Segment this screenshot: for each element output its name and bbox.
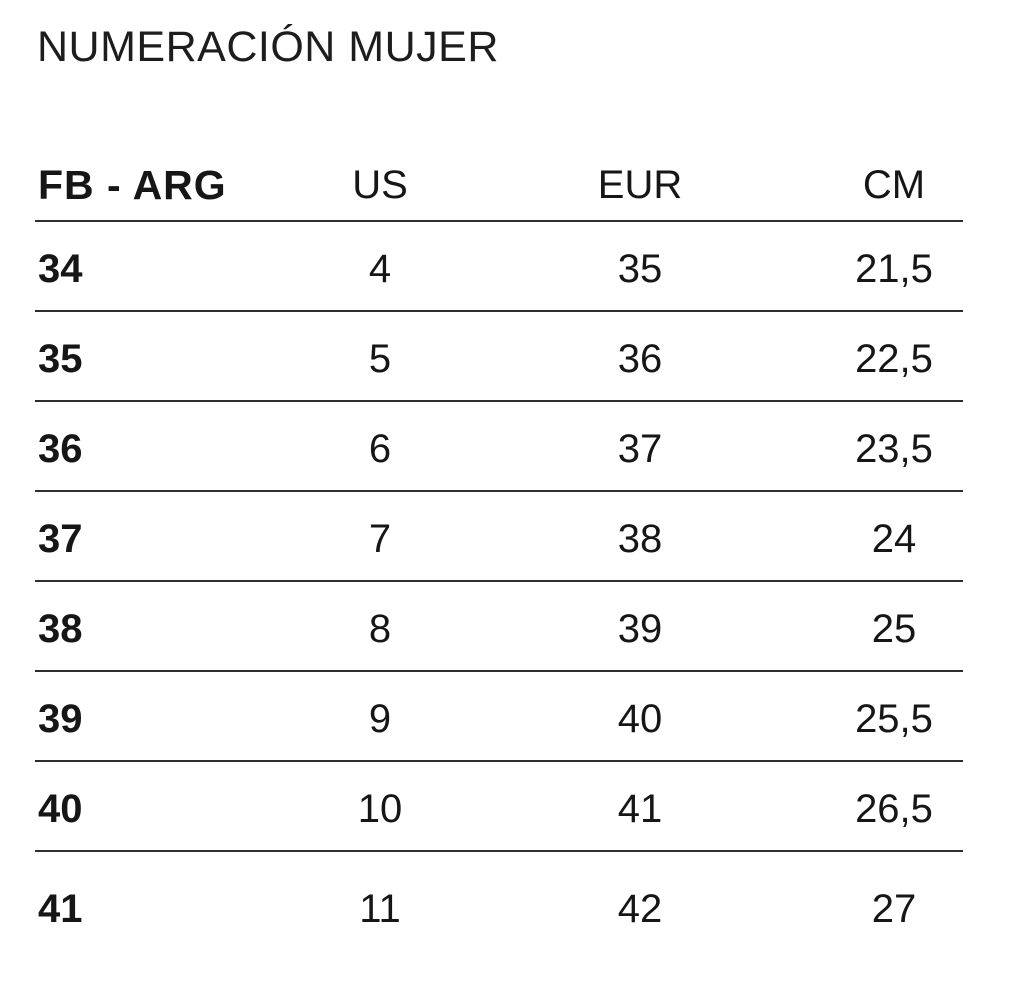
table-row: 35 5 36 22,5 bbox=[35, 312, 963, 402]
cell-us: 4 bbox=[368, 247, 392, 291]
table-row: 34 4 35 21,5 bbox=[35, 222, 963, 312]
page-title: NUMERACIÓN MUJER bbox=[37, 23, 499, 71]
cell-cm: 23,5 bbox=[855, 427, 933, 471]
cell-us: 10 bbox=[357, 787, 403, 831]
cell-us: 9 bbox=[368, 697, 392, 741]
header-us: US bbox=[352, 163, 408, 207]
table-row: 39 9 40 25,5 bbox=[35, 672, 963, 762]
cell-cm: 26,5 bbox=[855, 787, 933, 831]
cell-fb-arg: 34 bbox=[38, 247, 83, 291]
cell-us: 7 bbox=[368, 517, 392, 561]
cell-us: 8 bbox=[368, 607, 392, 651]
table-row: 40 10 41 26,5 bbox=[35, 762, 963, 852]
cell-fb-arg: 40 bbox=[38, 787, 83, 831]
cell-fb-arg: 39 bbox=[38, 697, 83, 741]
table-row: 41 11 42 27 bbox=[35, 852, 963, 952]
header-fb-arg: FB - ARG bbox=[38, 161, 227, 208]
table-row: 37 7 38 24 bbox=[35, 492, 963, 582]
cell-fb-arg: 37 bbox=[38, 517, 83, 561]
header-cm: CM bbox=[862, 163, 926, 207]
cell-cm: 25,5 bbox=[855, 697, 933, 741]
table-header-row: FB - ARG US EUR CM bbox=[35, 150, 963, 222]
cell-eur: 35 bbox=[617, 247, 663, 291]
cell-cm: 21,5 bbox=[855, 247, 933, 291]
cell-us: 11 bbox=[359, 887, 401, 931]
header-eur: EUR bbox=[597, 163, 683, 207]
cell-eur: 38 bbox=[617, 517, 663, 561]
cell-eur: 40 bbox=[617, 697, 663, 741]
cell-cm: 27 bbox=[871, 887, 917, 931]
cell-us: 6 bbox=[368, 427, 392, 471]
cell-fb-arg: 38 bbox=[38, 607, 83, 651]
cell-fb-arg: 41 bbox=[38, 887, 83, 931]
cell-cm: 24 bbox=[871, 517, 917, 561]
cell-fb-arg: 36 bbox=[38, 427, 83, 471]
cell-fb-arg: 35 bbox=[38, 337, 83, 381]
cell-cm: 22,5 bbox=[855, 337, 933, 381]
cell-eur: 36 bbox=[617, 337, 663, 381]
cell-eur: 39 bbox=[617, 607, 663, 651]
cell-eur: 41 bbox=[617, 787, 663, 831]
cell-us: 5 bbox=[368, 337, 392, 381]
table-row: 36 6 37 23,5 bbox=[35, 402, 963, 492]
cell-cm: 25 bbox=[871, 607, 917, 651]
table-row: 38 8 39 25 bbox=[35, 582, 963, 672]
cell-eur: 42 bbox=[617, 887, 663, 931]
size-conversion-table: FB - ARG US EUR CM 34 4 35 21,5 35 5 36 … bbox=[35, 150, 963, 952]
cell-eur: 37 bbox=[617, 427, 663, 471]
